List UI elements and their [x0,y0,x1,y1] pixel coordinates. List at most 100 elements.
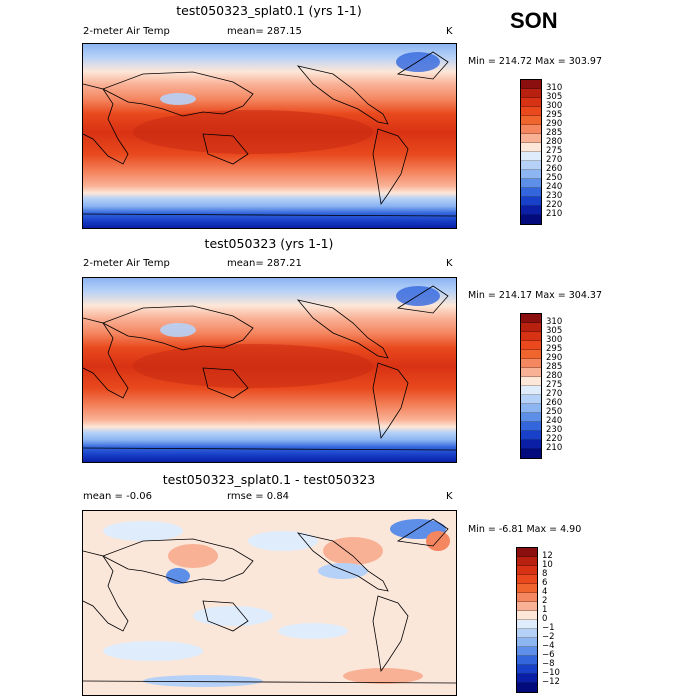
colorbar-tick-label: 1 [542,605,548,615]
colorbar-swatch [521,125,541,134]
panel-3-minmax: Min = -6.81 Max = 4.90 [468,524,582,535]
colorbar-swatch [521,161,541,170]
colorbar-swatch [517,674,537,683]
panel-1-warm-pool [133,110,373,154]
panel-3-blob [323,537,383,565]
colorbar-swatch [517,665,537,674]
colorbar-tick-label: 12 [542,551,553,561]
colorbar-tick-label: 8 [542,569,548,579]
panel-1-tibet-cold [160,93,196,105]
panel-3-blob [248,531,318,551]
panel-3-blob [193,606,273,626]
colorbar-tick-label: 300 [546,335,563,345]
panel-2-coastlines [83,285,456,451]
colorbar-swatch [521,170,541,179]
colorbar-tick-label: 220 [546,200,563,210]
colorbar-swatch [521,179,541,188]
colorbar-tick-label: 210 [546,443,563,453]
panel-3-blob [318,563,368,579]
colorbar-tick-label: −6 [542,650,555,660]
colorbar-swatch [517,656,537,665]
colorbar-swatch [521,341,541,350]
colorbar-tick-label: 285 [546,128,563,138]
panel-2-colorbar [520,313,542,459]
colorbar-swatch [517,566,537,575]
colorbar-tick-label: 305 [546,326,563,336]
panel-2-colorbar-labels: 310 305 300 295 290 285 280 275 270 260 250 240 230 2… [546,314,563,453]
panel-2-minmax: Min = 214.17 Max = 304.37 [468,290,602,301]
colorbar-tick-label: 310 [546,83,563,93]
colorbar-tick-label: 250 [546,407,563,417]
colorbar-swatch [517,611,537,620]
colorbar-swatch [521,332,541,341]
colorbar-swatch [517,584,537,593]
panel-3-colorbar-labels: 12 10 8 6 4 2 1 0 −1 −2 −4 −6 −8 −10 −12 [542,548,560,687]
panel-3-blob [103,641,203,661]
panel-2-mean-label: mean= 287.21 [227,258,302,269]
colorbar-tick-label: −1 [542,623,555,633]
colorbar-tick-label: 260 [546,398,563,408]
panel-3-blob [166,568,190,584]
colorbar-swatch [517,647,537,656]
panel-1-minmax: Min = 214.72 Max = 303.97 [468,56,602,67]
panel-1-mean-label: mean= 287.15 [227,26,302,37]
colorbar-swatch [521,377,541,386]
colorbar-tick-label: 220 [546,434,563,444]
colorbar-swatch [521,116,541,125]
colorbar-tick-label: 310 [546,317,563,327]
colorbar-swatch [521,386,541,395]
colorbar-swatch [521,98,541,107]
panel-2-warm-pool [133,344,373,388]
colorbar-tick-label: 240 [546,182,563,192]
colorbar-tick-label: 210 [546,209,563,219]
colorbar-swatch [521,449,541,458]
colorbar-tick-label: 290 [546,353,563,363]
colorbar-tick-label: 275 [546,146,563,156]
panel-3-unit-label: K [446,491,453,502]
panel-1-title: test050323_splat0.1 (yrs 1-1) [176,3,362,18]
colorbar-tick-label: 295 [546,110,563,120]
colorbar-swatch [521,395,541,404]
colorbar-swatch [521,314,541,323]
colorbar-swatch [521,80,541,89]
panel-3-blob [343,668,423,684]
colorbar-swatch [521,89,541,98]
colorbar-tick-label: 230 [546,425,563,435]
panel-2-map [82,277,457,463]
panel-2-greenland-cold [396,286,440,306]
panel-3-rmse-label: rmse = 0.84 [227,491,290,502]
colorbar-swatch [521,350,541,359]
panel-3-blob [278,623,348,639]
colorbar-tick-label: 260 [546,164,563,174]
colorbar-tick-label: 0 [542,614,548,624]
colorbar-tick-label: 295 [546,344,563,354]
colorbar-swatch [517,683,537,692]
colorbar-swatch [521,134,541,143]
colorbar-tick-label: 300 [546,101,563,111]
colorbar-swatch [521,404,541,413]
colorbar-tick-label: 250 [546,173,563,183]
colorbar-swatch [521,422,541,431]
panel-3-title: test050323_splat0.1 - test050323 [162,472,376,487]
panel-3-colorbar [516,547,538,693]
colorbar-swatch [521,413,541,422]
panel-2-unit-label: K [446,258,453,269]
colorbar-tick-label: 280 [546,137,563,147]
colorbar-tick-label: 285 [546,362,563,372]
colorbar-swatch [521,188,541,197]
panel-3-blob [143,675,263,687]
colorbar-tick-label: 2 [542,596,548,606]
colorbar-tick-label: 275 [546,380,563,390]
panel-3-blob [426,531,450,551]
colorbar-tick-label: −4 [542,641,555,651]
colorbar-swatch [521,215,541,224]
panel-2-title: test050323 (yrs 1-1) [204,236,334,251]
colorbar-swatch [521,359,541,368]
colorbar-swatch [517,620,537,629]
panel-1-unit-label: K [446,26,453,37]
panel-1-colorbar [520,79,542,225]
panel-1-variable-label: 2-meter Air Temp [83,26,170,37]
colorbar-swatch [517,638,537,647]
colorbar-tick-label: −12 [542,677,560,687]
colorbar-swatch [517,548,537,557]
